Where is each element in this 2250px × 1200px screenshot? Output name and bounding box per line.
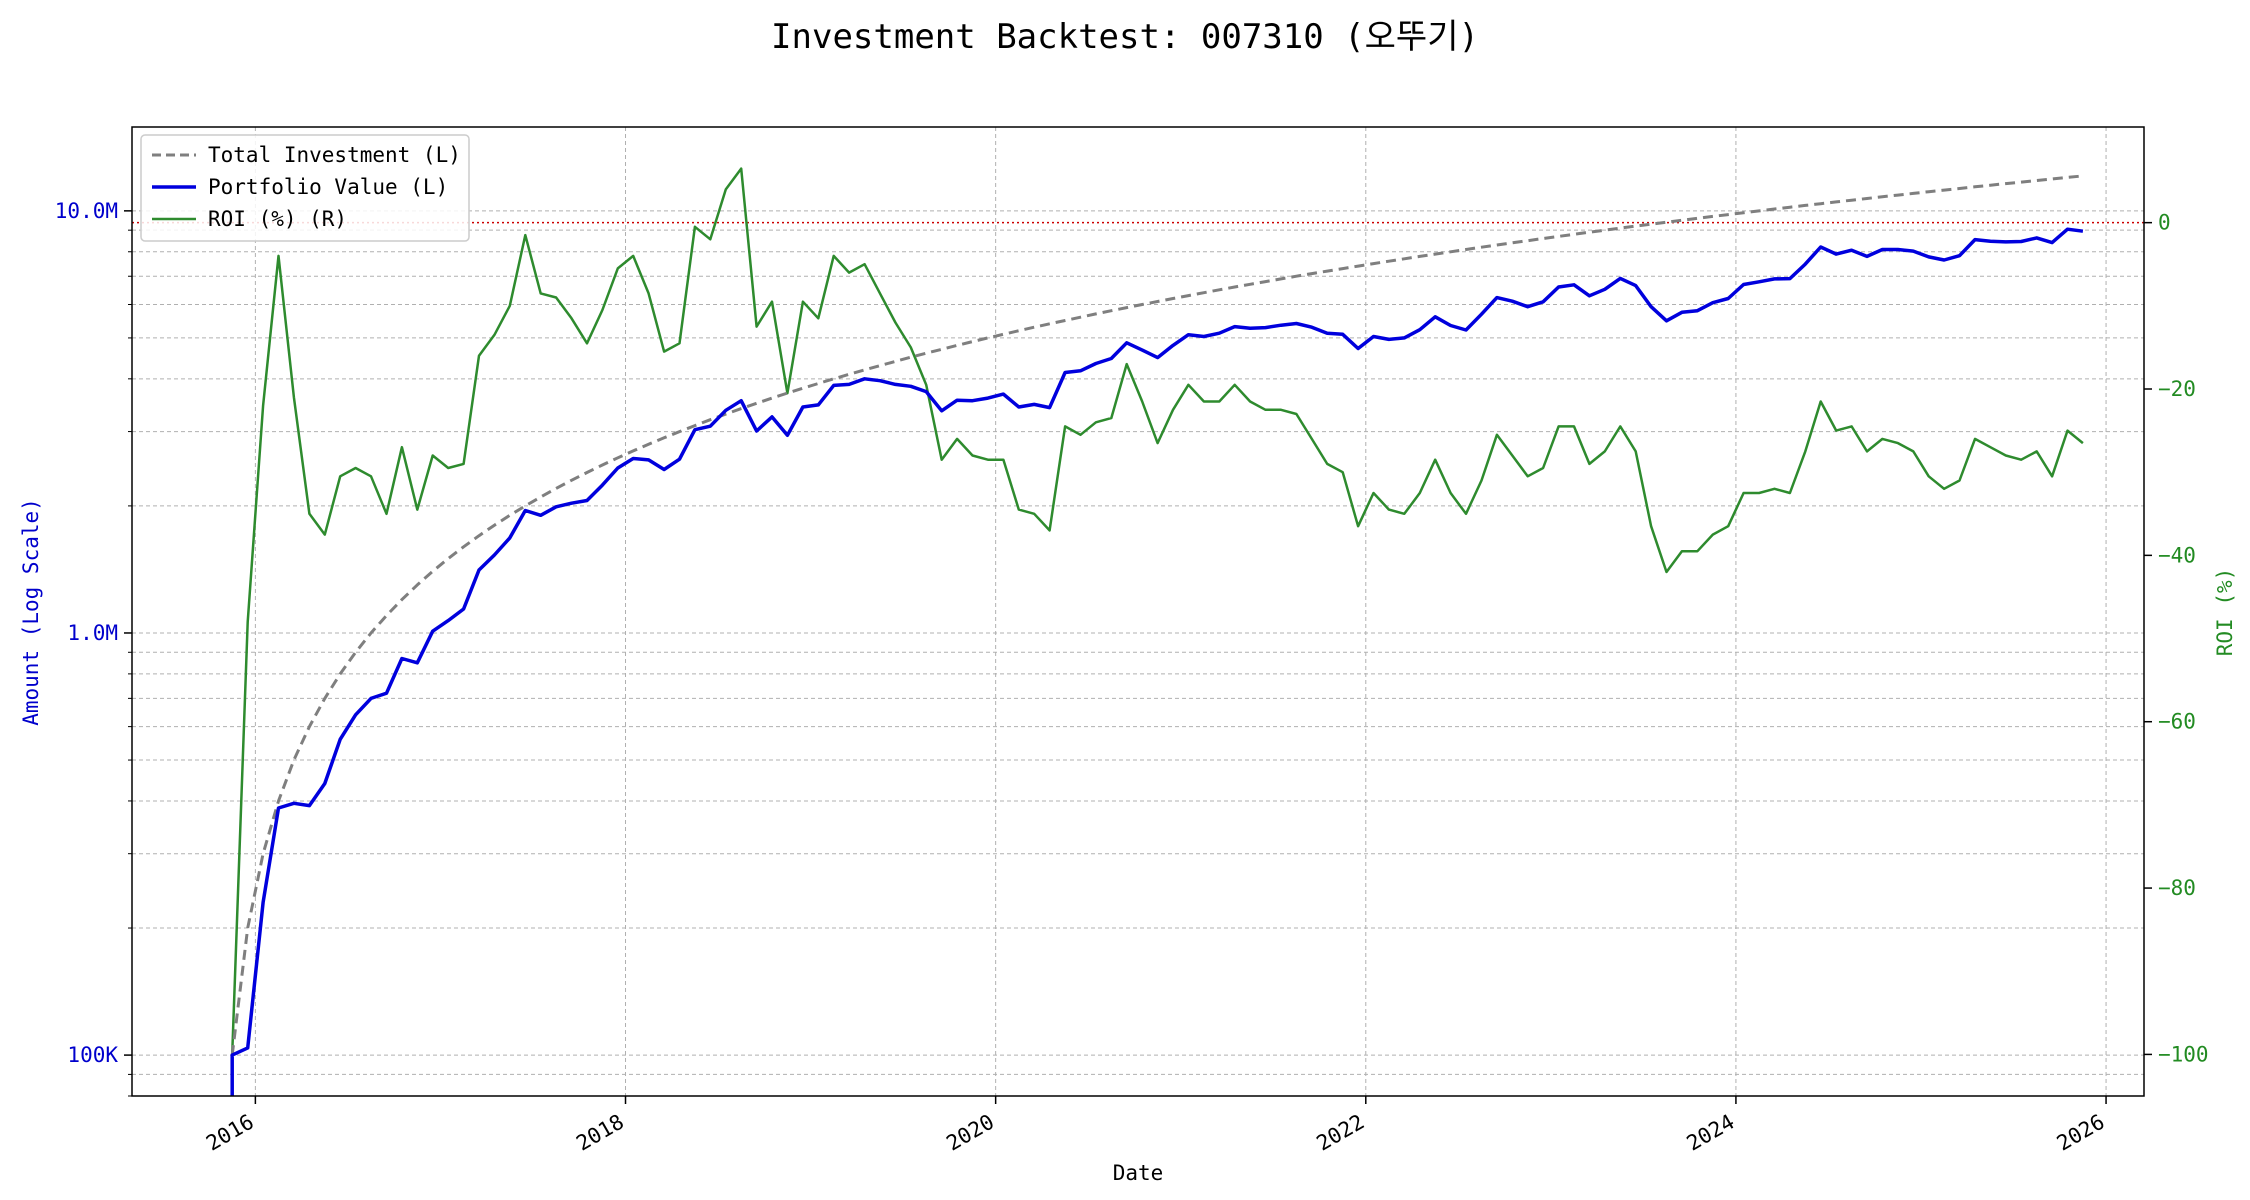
right-y-axis: 0 −20 −40 −60 −80 −100	[2144, 211, 2209, 1066]
x-tick-label-2020: 2020	[942, 1110, 998, 1156]
x-tick-label-2024: 2024	[1683, 1110, 1739, 1156]
legend-box	[140, 134, 470, 242]
right-tick-label--40: −40	[2158, 543, 2196, 567]
grid-lines	[132, 127, 2144, 1097]
right-tick-label--100: −100	[2158, 1042, 2209, 1066]
right-tick-label--20: −20	[2158, 377, 2196, 401]
legend: Total Investment (L) Portfolio Value (L)…	[140, 134, 470, 242]
series-lines	[230, 167, 2084, 1096]
plot-area-frame	[131, 126, 2145, 1097]
x-axis: 2016 2018 2020 2022 2024 2026	[202, 1096, 2109, 1156]
total-investment-line	[230, 174, 2084, 1056]
x-tick-label-2022: 2022	[1312, 1110, 1368, 1156]
legend-label-roi: ROI (%) (R)	[208, 207, 347, 231]
left-tick-label-1.0M: 1.0M	[67, 621, 118, 645]
left-tick-label-10.0M: 10.0M	[55, 199, 118, 223]
left-tick-label-100K: 100K	[67, 1043, 118, 1067]
right-tick-label-0: 0	[2158, 211, 2171, 235]
right-tick-label--60: −60	[2158, 710, 2196, 734]
x-tick-label-2016: 2016	[202, 1110, 258, 1156]
legend-label-total-investment: Total Investment (L)	[208, 143, 461, 167]
chart-title: Investment Backtest: 007310 (오뚜기)	[771, 17, 1479, 57]
roi-line	[230, 167, 2084, 1055]
left-y-axis: 100K 1.0M 10.0M	[55, 199, 132, 1097]
right-y-axis-label: ROI (%)	[2213, 568, 2237, 657]
x-tick-label-2018: 2018	[572, 1110, 628, 1156]
x-axis-label: Date	[1113, 1161, 1164, 1185]
left-y-axis-label: Amount (Log Scale)	[19, 498, 43, 726]
legend-label-portfolio-value: Portfolio Value (L)	[208, 175, 448, 199]
portfolio-value-line	[230, 227, 2084, 1096]
x-tick-label-2026: 2026	[2053, 1110, 2109, 1156]
right-tick-label--80: −80	[2158, 876, 2196, 900]
